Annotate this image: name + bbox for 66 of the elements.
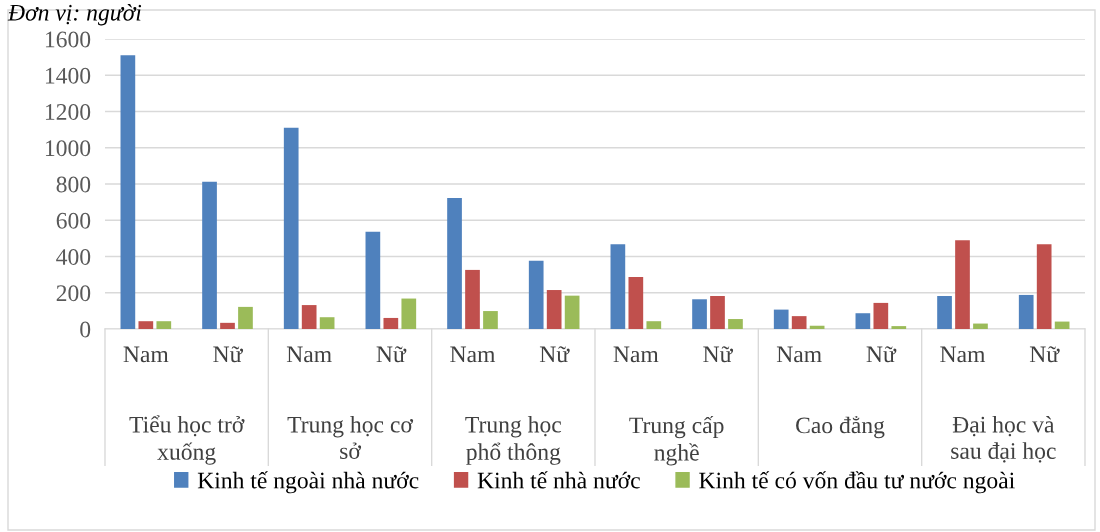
- bar: [401, 298, 417, 329]
- legend-label: Kinh tế nhà nước: [477, 471, 640, 489]
- bar: [138, 321, 154, 329]
- bar: [564, 295, 580, 329]
- bar: [483, 311, 498, 329]
- bar: [528, 260, 544, 329]
- text: Trung học phổ thông: [465, 416, 562, 465]
- bar: [955, 240, 970, 329]
- x-tick-label: Nam: [123, 346, 169, 363]
- bar: [937, 296, 952, 329]
- x-tick-label: Nữ: [703, 346, 734, 363]
- bar: [238, 306, 253, 329]
- y-tick-label: 600: [56, 212, 91, 229]
- bar: [447, 197, 462, 329]
- bar: [728, 319, 743, 329]
- bar: [365, 231, 381, 329]
- bar: [319, 317, 335, 329]
- bar: [1054, 321, 1070, 329]
- bar: [973, 323, 988, 329]
- bar: [383, 317, 399, 329]
- text: Tiểu học trở xuống: [129, 415, 245, 465]
- x-tick-label: Nam: [776, 346, 822, 363]
- bar: [710, 296, 725, 329]
- bar: [301, 305, 317, 329]
- text: Đơn vị: người: [7, 4, 142, 26]
- legend-label: Kinh tế có vốn đầu tư nước ngoài: [699, 471, 1015, 494]
- bar: [646, 321, 662, 329]
- text: Cao đẳng: [796, 416, 885, 439]
- bar: [1018, 294, 1034, 329]
- x-tick-label: Nam: [286, 346, 332, 363]
- bar: [1036, 244, 1052, 329]
- text: Trung học cơ sở: [287, 416, 414, 460]
- y-tick-label: 800: [56, 176, 91, 193]
- y-tick-label: 200: [56, 285, 91, 302]
- x-tick-label: Nữ: [213, 346, 244, 363]
- bar: [610, 244, 626, 329]
- bar: [773, 309, 789, 329]
- y-tick-label: 1200: [45, 103, 91, 120]
- y-tick-label: 1400: [45, 67, 91, 84]
- x-tick-label: Nữ: [866, 346, 897, 363]
- bar: [628, 276, 644, 329]
- bar: [202, 181, 217, 329]
- legend-label: Kinh tế ngoài nhà nước: [197, 471, 419, 494]
- x-tick-label: Nữ: [1029, 346, 1060, 363]
- bar: [220, 322, 235, 329]
- y-tick-label: 1000: [45, 140, 91, 157]
- bar: [873, 302, 889, 329]
- bar: [283, 127, 299, 329]
- x-tick-label: Nữ: [539, 346, 570, 363]
- bar: [692, 299, 707, 329]
- bar: [156, 321, 172, 329]
- bar: [791, 316, 807, 329]
- y-tick-label: 400: [56, 248, 91, 265]
- bar: [891, 326, 907, 329]
- bar: [855, 313, 871, 329]
- y-tick-label: 1600: [45, 31, 91, 48]
- bar: [120, 55, 136, 329]
- text: Trung cấp nghề: [629, 416, 724, 466]
- bar: [465, 269, 480, 329]
- x-tick-label: Nam: [940, 346, 986, 363]
- x-tick-label: Nam: [613, 346, 659, 363]
- x-tick-label: Nam: [450, 346, 496, 363]
- bar: [546, 290, 562, 329]
- x-tick-label: Nữ: [376, 346, 407, 363]
- y-tick-label: 0: [80, 321, 91, 338]
- text: Đại học và sau đại học: [951, 415, 1056, 463]
